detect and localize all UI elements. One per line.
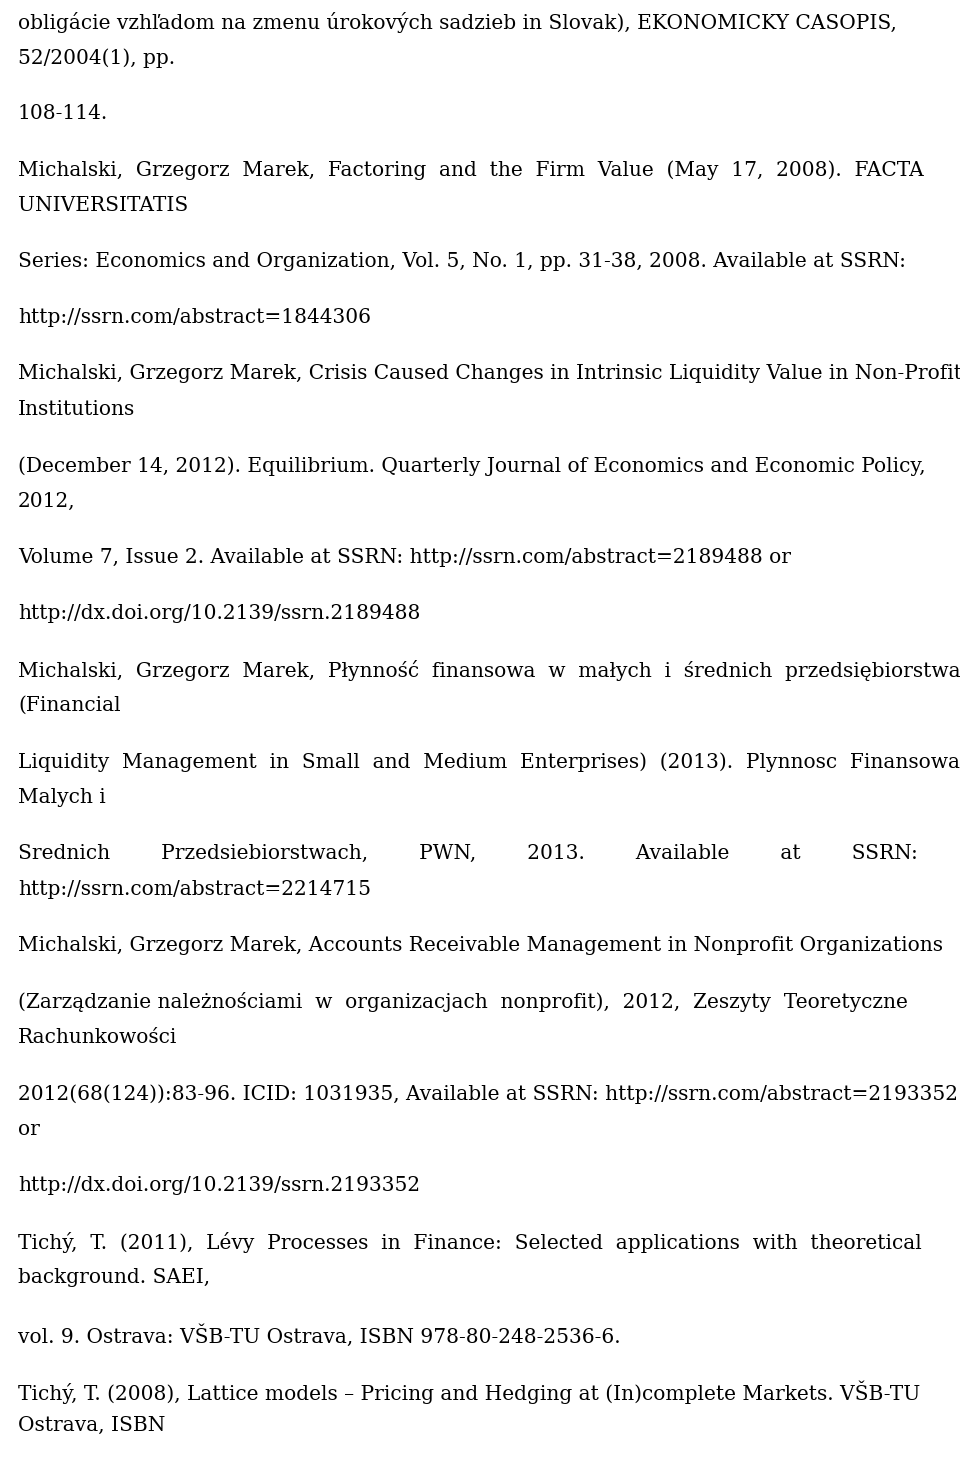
- Text: Volume 7, Issue 2. Available at SSRN: http://ssrn.com/abstract=2189488 or: Volume 7, Issue 2. Available at SSRN: ht…: [18, 548, 791, 566]
- Text: UNIVERSITATIS: UNIVERSITATIS: [18, 196, 188, 215]
- Text: Series: Economics and Organization, Vol. 5, No. 1, pp. 31-38, 2008. Available at: Series: Economics and Organization, Vol.…: [18, 253, 906, 272]
- Text: Rachunkowości: Rachunkowości: [18, 1028, 178, 1047]
- Text: 52/2004(1), pp.: 52/2004(1), pp.: [18, 48, 175, 67]
- Text: http://dx.doi.org/10.2139/ssrn.2193352: http://dx.doi.org/10.2139/ssrn.2193352: [18, 1175, 420, 1194]
- Text: or: or: [18, 1120, 40, 1139]
- Text: obligácie vzhľadom na zmenu úrokových sadzieb in Slovak), EKONOMICKY CASOPIS,: obligácie vzhľadom na zmenu úrokových sa…: [18, 12, 897, 34]
- Text: (Financial: (Financial: [18, 696, 121, 715]
- Text: Institutions: Institutions: [18, 400, 135, 419]
- Text: Michalski,  Grzegorz  Marek,  Factoring  and  the  Firm  Value  (May  17,  2008): Michalski, Grzegorz Marek, Factoring and…: [18, 161, 924, 180]
- Text: Michalski, Grzegorz Marek, Crisis Caused Changes in Intrinsic Liquidity Value in: Michalski, Grzegorz Marek, Crisis Caused…: [18, 364, 960, 383]
- Text: Michalski,  Grzegorz  Marek,  Płynność  finansowa  w  małych  i  średnich  przed: Michalski, Grzegorz Marek, Płynność fina…: [18, 660, 960, 680]
- Text: (December 14, 2012). Equilibrium. Quarterly Journal of Economics and Economic Po: (December 14, 2012). Equilibrium. Quarte…: [18, 456, 925, 476]
- Text: Tichý, T. (2008), Lattice models – Pricing and Hedging at (In)complete Markets. : Tichý, T. (2008), Lattice models – Prici…: [18, 1380, 921, 1403]
- Text: 2012(68(124)):83-96. ICID: 1031935, Available at SSRN: http://ssrn.com/abstract=: 2012(68(124)):83-96. ICID: 1031935, Avai…: [18, 1083, 958, 1104]
- Text: vol. 9. Ostrava: VŠB-TU Ostrava, ISBN 978-80-248-2536-6.: vol. 9. Ostrava: VŠB-TU Ostrava, ISBN 97…: [18, 1324, 620, 1346]
- Text: http://ssrn.com/abstract=2214715: http://ssrn.com/abstract=2214715: [18, 880, 371, 899]
- Text: 108-114.: 108-114.: [18, 104, 108, 123]
- Text: http://dx.doi.org/10.2139/ssrn.2189488: http://dx.doi.org/10.2139/ssrn.2189488: [18, 604, 420, 623]
- Text: Michalski, Grzegorz Marek, Accounts Receivable Management in Nonprofit Organizat: Michalski, Grzegorz Marek, Accounts Rece…: [18, 936, 943, 955]
- Text: Malych i: Malych i: [18, 788, 106, 807]
- Text: (Zarządzanie należnościami  w  organizacjach  nonprofit),  2012,  Zeszyty  Teore: (Zarządzanie należnościami w organizacja…: [18, 991, 908, 1012]
- Text: Tichý,  T.  (2011),  Lévy  Processes  in  Finance:  Selected  applications  with: Tichý, T. (2011), Lévy Processes in Fina…: [18, 1232, 922, 1253]
- Text: 2012,: 2012,: [18, 492, 76, 511]
- Text: Ostrava, ISBN: Ostrava, ISBN: [18, 1416, 165, 1435]
- Text: Srednich        Przedsiebiorstwach,        PWN,        2013.        Available   : Srednich Przedsiebiorstwach, PWN, 2013. …: [18, 844, 918, 863]
- Text: Liquidity  Management  in  Small  and  Medium  Enterprises)  (2013).  Plynnosc  : Liquidity Management in Small and Medium…: [18, 752, 960, 772]
- Text: http://ssrn.com/abstract=1844306: http://ssrn.com/abstract=1844306: [18, 308, 371, 327]
- Text: background. SAEI,: background. SAEI,: [18, 1267, 210, 1288]
